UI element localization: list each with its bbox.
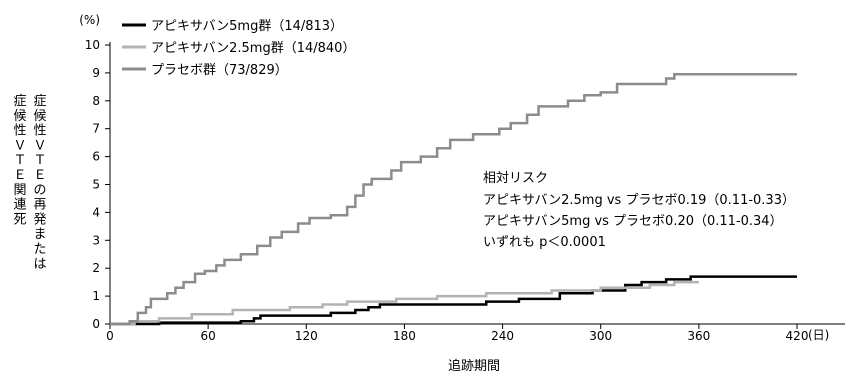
- y-tick-label: 6: [92, 150, 100, 164]
- x-tick-label: 300: [589, 329, 612, 343]
- series-line-2: [110, 280, 699, 326]
- x-tick-label: 360: [687, 329, 710, 343]
- series-layer: [110, 73, 797, 326]
- legend-label: プラセボ群（73/829）: [151, 63, 288, 78]
- x-tick-label: 180: [393, 329, 416, 343]
- x-tick-label: 420: [786, 329, 809, 343]
- series-line-3: [110, 73, 797, 326]
- annotation-line-3: いずれも p＜0.0001: [483, 235, 606, 250]
- y-tick-label: 9: [92, 66, 100, 80]
- annotation-title: 相対リスク: [483, 171, 548, 186]
- y-tick-label: 1: [92, 289, 100, 303]
- y-axis-title-line-2: 症候性ＶＴＥ関連死: [13, 94, 26, 227]
- y-tick-label: 0: [92, 317, 100, 331]
- y-tick-label: 5: [92, 178, 100, 192]
- y-tick-label: 3: [92, 233, 100, 247]
- y-tick-label: 4: [92, 205, 100, 219]
- legend-label: アピキサバン2.5mg群（14/840）: [151, 41, 355, 56]
- x-unit-label: (日): [808, 328, 829, 342]
- x-tick-label: 240: [491, 329, 514, 343]
- y-axis-title-line-1: 症候性ＶＴＥの再発または: [33, 94, 46, 272]
- y-tick-label: 8: [92, 94, 100, 108]
- y-tick-label: 2: [92, 261, 100, 275]
- legend-label: アピキサバン5mg群（14/813）: [151, 19, 343, 34]
- relative-risk-annotation: 相対リスク アピキサバン2.5mg vs プラセボ0.19（0.11-0.33）…: [483, 171, 795, 250]
- y-unit-label: (%): [79, 13, 100, 27]
- y-tick-label: 7: [92, 122, 100, 136]
- x-tick-label: 60: [201, 329, 216, 343]
- annotation-line-2: アピキサバン5mg vs プラセボ0.20（0.11-0.34）: [483, 214, 783, 229]
- x-axis-title: 追跡期間: [448, 358, 500, 374]
- x-tick-label: 0: [106, 329, 114, 343]
- y-tick-label: 10: [85, 38, 100, 52]
- legend: アピキサバン5mg群（14/813） アピキサバン2.5mg群（14/840） プラ…: [122, 19, 355, 78]
- annotation-line-1: アピキサバン2.5mg vs プラセボ0.19（0.11-0.33）: [483, 193, 795, 208]
- x-ticks: 0 60 120 180 240 300 360 420: [106, 324, 808, 343]
- x-tick-label: 120: [295, 329, 318, 343]
- y-ticks: 0 1 2 3 4 5 6 7 8 9 10: [85, 38, 110, 331]
- series-line-1: [110, 275, 797, 326]
- axes: 0 60 120 180 240 300 360 420 0 1 2 3 4 5 6 7 8 9 10: [85, 38, 845, 343]
